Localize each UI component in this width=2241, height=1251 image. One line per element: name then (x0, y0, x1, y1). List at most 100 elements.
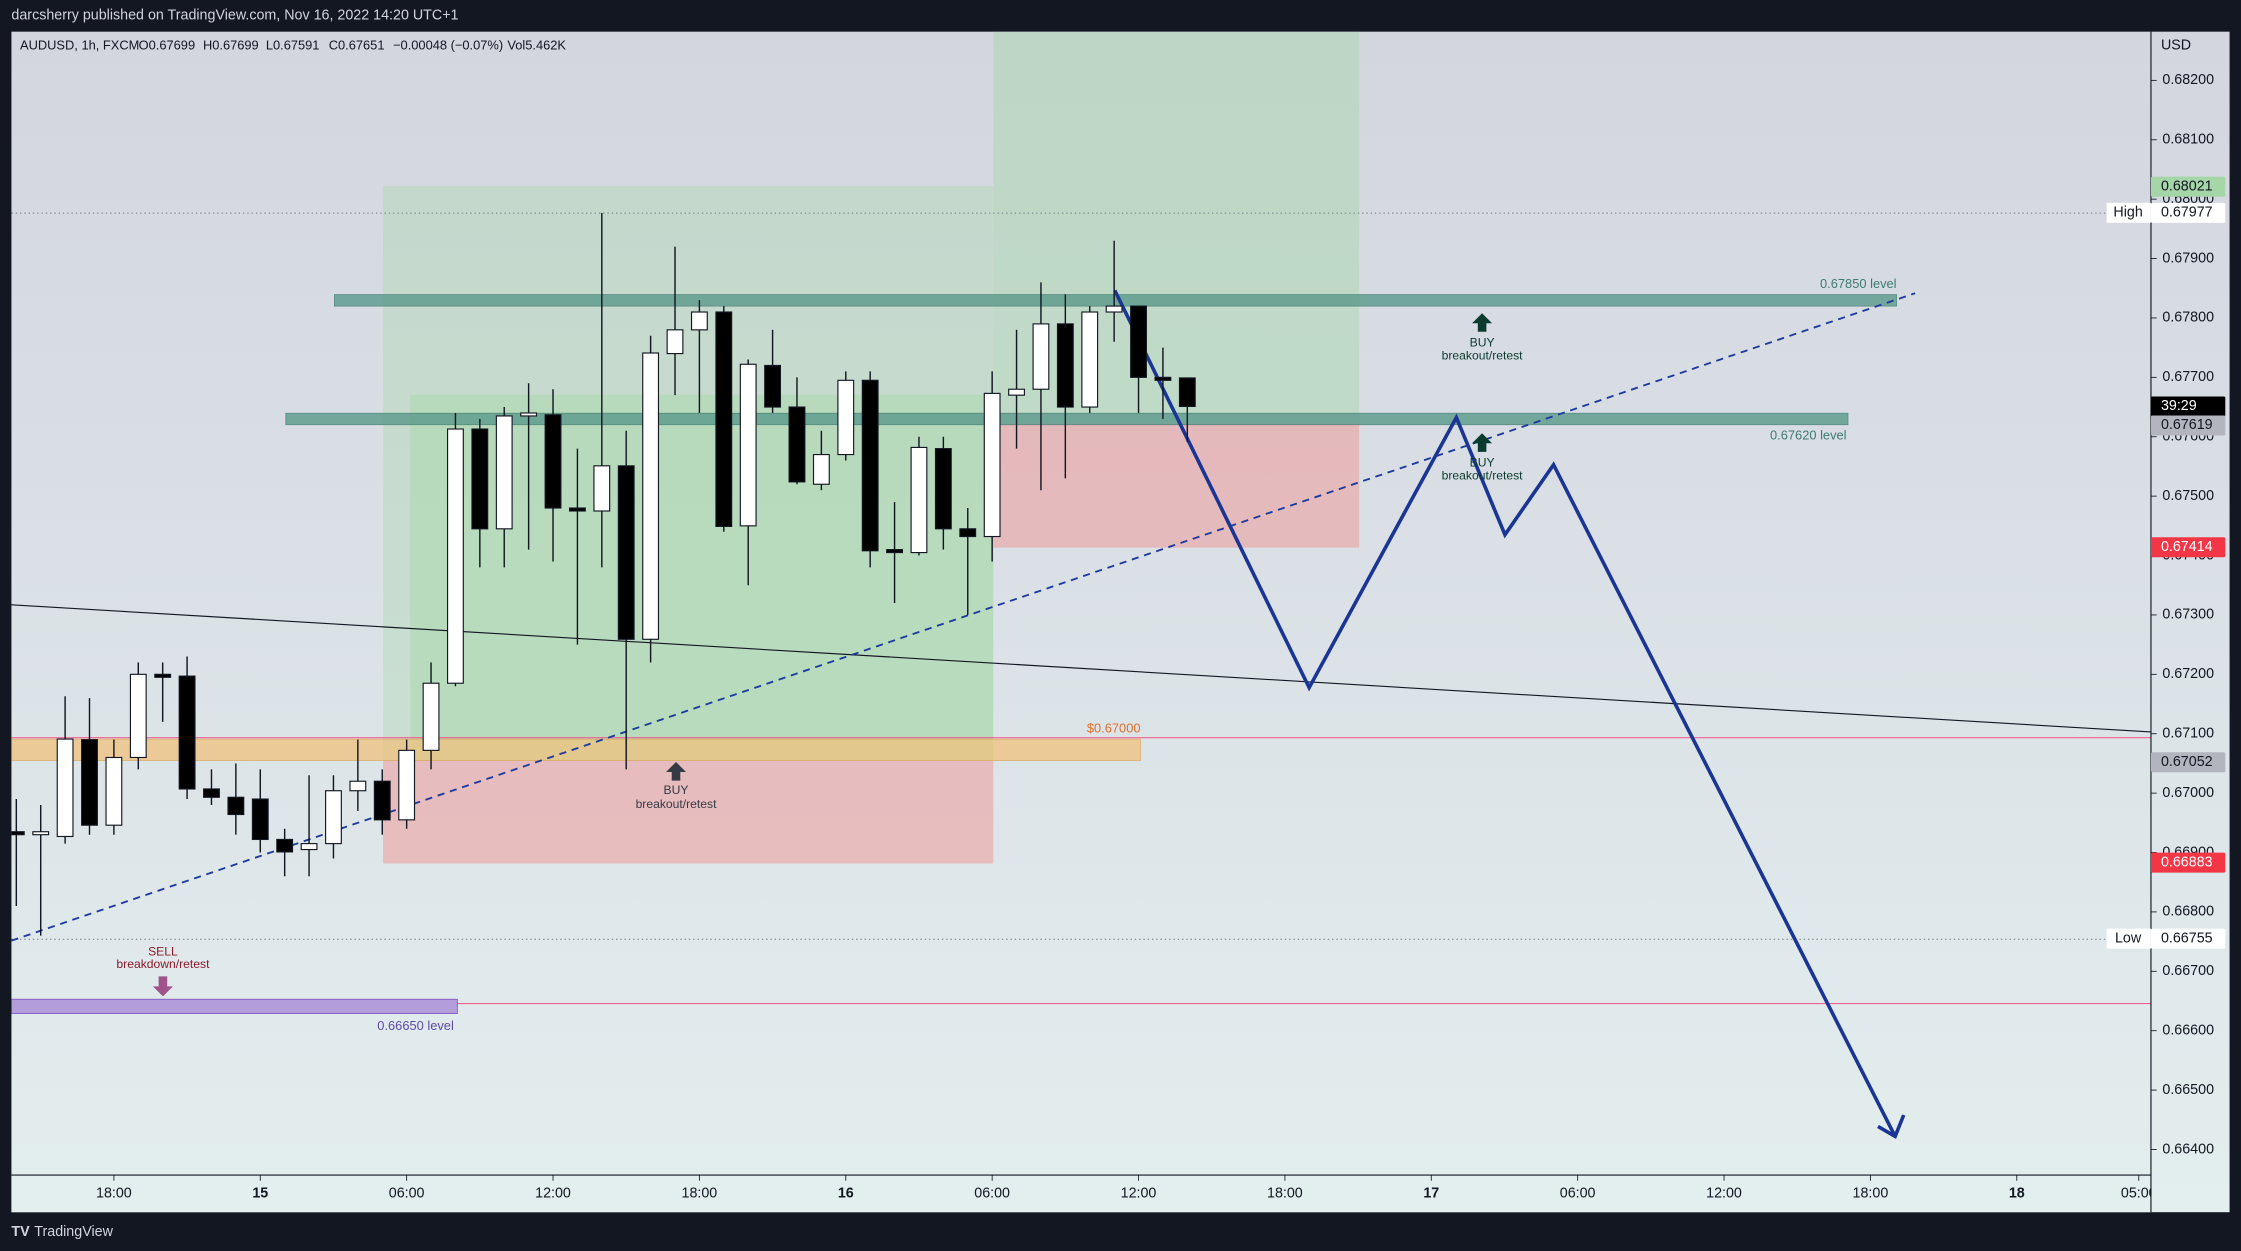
level-zone (11, 738, 1141, 761)
level-zone (285, 412, 1849, 426)
y-tick-label: 0.67200 (2162, 666, 2214, 682)
annotation: breakout/retest (1442, 348, 1524, 362)
price-label-box (2150, 202, 2226, 223)
annotation: breakdown/retest (116, 957, 210, 971)
candle-body (105, 756, 123, 826)
candle-body (1081, 311, 1099, 408)
y-tick-label: 0.67900 (2162, 250, 2214, 266)
x-tick-label: 18:00 (1853, 1185, 1889, 1201)
candle-body (983, 392, 1001, 538)
price-ticks: 0.682000.681000.680000.679000.678000.677… (2106, 72, 2226, 1157)
price-label: 0.67414 (2161, 539, 2213, 555)
price-label: 0.68021 (2161, 178, 2213, 194)
candle-body (739, 363, 757, 527)
y-tick-label: 0.68100 (2162, 132, 2214, 148)
time-axis (11, 1175, 2151, 1213)
y-tick-label: 0.67300 (2162, 607, 2214, 623)
legend-high: H0.67699 (203, 37, 259, 52)
price-label-box (2150, 396, 2226, 417)
legend-low: L0.67591 (266, 37, 320, 52)
price-label-box (2150, 852, 2226, 873)
candle-body (56, 738, 74, 838)
candle-body (1056, 323, 1074, 408)
price-tag-box (2106, 928, 2151, 949)
candle-body (1105, 305, 1123, 313)
price-label: 0.67052 (2161, 754, 2213, 770)
x-tick-label: 12:00 (1121, 1185, 1157, 1201)
candle-body (398, 749, 416, 821)
candle-body (422, 682, 440, 751)
annotation: BUY (1470, 455, 1495, 469)
candle-body (203, 788, 220, 798)
candle-body (764, 364, 782, 408)
trend-line (11, 604, 2151, 733)
price-tag-box (2106, 202, 2151, 223)
candle-body (861, 379, 879, 552)
candle-body (81, 739, 98, 826)
y-tick-label: 0.66500 (2162, 1082, 2214, 1098)
y-tick-label: 0.66400 (2162, 1141, 2214, 1157)
y-tick-label: 0.67000 (2162, 785, 2214, 801)
brand: TradingView (34, 1224, 113, 1240)
price-tag: Low (2115, 930, 2142, 946)
price-label: 39:29 (2161, 398, 2197, 414)
candle-body (568, 507, 586, 512)
y-tick-label: 0.68200 (2162, 72, 2214, 88)
candle-body (690, 311, 708, 331)
x-tick-label: 16 (838, 1185, 854, 1201)
candle-body (1178, 377, 1196, 408)
candle-body (1154, 376, 1172, 381)
x-tick-label: 05:00 (2121, 1185, 2157, 1201)
y-tick-label: 0.67100 (2162, 726, 2214, 742)
x-tick-label: 15 (252, 1185, 268, 1201)
projection-path (1113, 289, 1897, 1138)
candle-body (617, 465, 635, 640)
price-tag: High (2113, 205, 2142, 221)
y-tick-label: 0.66800 (2162, 904, 2214, 920)
annotation: breakout/retest (1442, 468, 1524, 482)
annotation: 0.67620 level (1770, 428, 1847, 443)
annotation: SELL (148, 944, 178, 958)
currency: USD (2161, 38, 2191, 54)
x-tick-label: 06:00 (974, 1185, 1010, 1201)
arrow-up (1472, 433, 1493, 452)
candle-body (593, 465, 611, 512)
y-tick-label: 0.66700 (2162, 963, 2214, 979)
candle-body (1130, 305, 1147, 378)
candle-body (520, 412, 538, 417)
price-label-box (2150, 752, 2226, 773)
position-loss (383, 760, 994, 864)
candle-body (1008, 388, 1025, 396)
candle-body (154, 673, 172, 678)
y-tick-label: 0.66600 (2162, 1022, 2214, 1038)
legend-symbol: AUDUSD, 1h, FXCM (20, 37, 139, 52)
candle-body (447, 428, 464, 684)
annotations: 0.67850 level 0.67620 level 0.66650 level $… (116, 276, 1896, 1033)
position-loss (993, 423, 1360, 548)
x-tick-label: 06:00 (1560, 1185, 1596, 1201)
legend-open: O0.67699 (139, 37, 196, 52)
price-label: 0.66755 (2161, 930, 2213, 946)
candle-body (910, 446, 928, 554)
arrow-up (666, 761, 687, 781)
x-tick-label: 18:00 (96, 1185, 132, 1201)
drawings (11, 31, 2151, 1140)
candle-body (276, 838, 294, 853)
annotation: BUY (1470, 335, 1495, 349)
legend-change: −0.00048 (−0.07%) (393, 37, 503, 52)
annotation: 0.67850 level (1820, 276, 1897, 291)
price-label: 0.67977 (2161, 205, 2213, 221)
legend: AUDUSD, 1h, FXCM O0.67699 H0.67699 L0.67… (20, 37, 566, 52)
candle-body (715, 311, 733, 528)
price-label-box (2150, 928, 2226, 949)
candle-body (934, 448, 952, 530)
price-label-box (2150, 415, 2226, 436)
candle-body (300, 843, 318, 851)
annotation: BUY (664, 783, 689, 797)
legend-close: C0.67651 (329, 37, 385, 52)
candle-body (495, 415, 513, 530)
x-tick-label: 18:00 (682, 1185, 718, 1201)
time-ticks: 18:00 15 06:00 12:00 18:00 16 06:00 12:00 18:00 1… (96, 1175, 2157, 1201)
